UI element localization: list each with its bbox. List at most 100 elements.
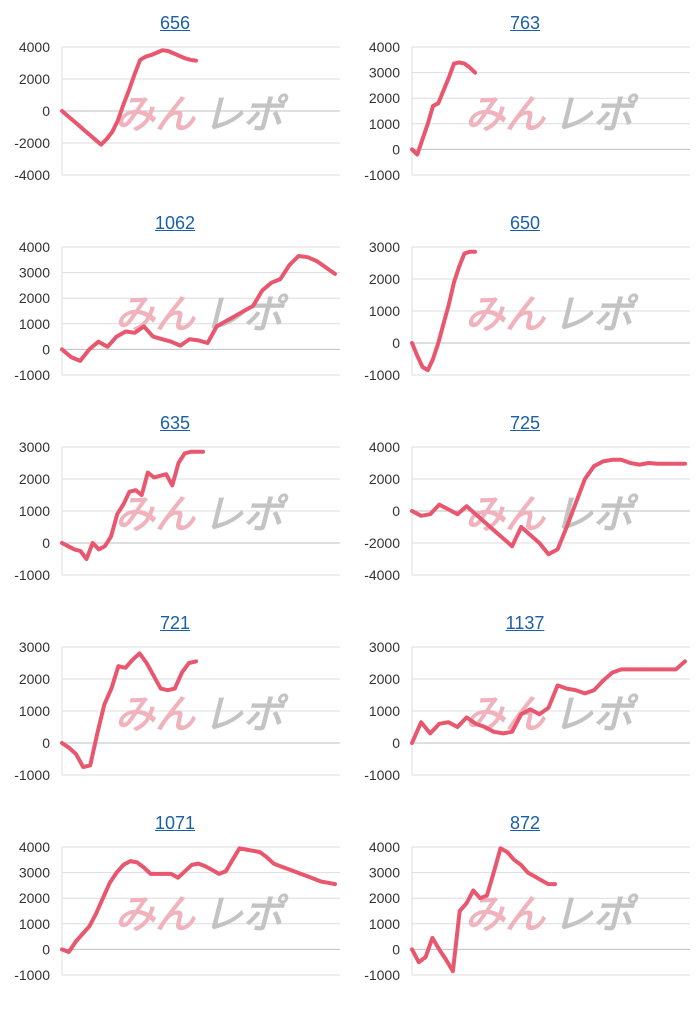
data-point: [674, 667, 678, 671]
y-tick-label: -1000: [364, 967, 400, 983]
data-point: [60, 347, 64, 351]
data-point: [187, 661, 191, 665]
data-point: [152, 674, 156, 678]
data-point: [592, 464, 596, 468]
line-chart: -4000 -2000 0 2000 4000 みん レポ: [14, 39, 340, 183]
data-point: [319, 880, 323, 884]
y-tick-label: 2000: [369, 90, 400, 106]
data-point: [553, 882, 557, 886]
chart-panel: 650 -1000 0 1000 2000 3000 みん レポ: [350, 210, 700, 410]
data-point: [159, 687, 163, 691]
chart-title-link[interactable]: 650: [509, 213, 541, 233]
data-point: [455, 512, 460, 516]
data-point: [478, 896, 482, 900]
data-point: [410, 947, 414, 951]
data-point: [519, 712, 523, 716]
y-tick-label: -2000: [364, 535, 400, 551]
data-point: [473, 250, 477, 254]
chart-panel: 763 -1000 0 1000 2000 3000 4000 みん レポ: [350, 10, 700, 210]
data-point: [419, 514, 423, 518]
chart-title-link[interactable]: 763: [509, 13, 541, 33]
data-point: [410, 147, 414, 151]
data-point: [77, 123, 81, 127]
data-point: [140, 493, 144, 497]
data-point: [133, 331, 137, 335]
chart-title-link[interactable]: 1071: [154, 813, 196, 833]
data-point: [446, 720, 450, 724]
data-point: [647, 667, 651, 671]
y-tick-label: 3000: [369, 865, 400, 881]
data-point: [95, 731, 99, 735]
data-point: [574, 501, 578, 505]
chart-title-link[interactable]: 656: [159, 13, 191, 33]
data-point: [96, 340, 100, 344]
data-point: [127, 490, 131, 494]
y-tick-label: 2000: [19, 290, 50, 306]
data-point: [285, 867, 289, 871]
y-tick-label: 2000: [19, 671, 50, 687]
data-point: [457, 60, 461, 64]
chart-title-link[interactable]: 1137: [505, 613, 545, 633]
chart-title-link[interactable]: 872: [509, 813, 541, 833]
data-point: [444, 958, 448, 962]
data-point: [424, 955, 428, 959]
data-point: [67, 950, 71, 954]
data-point: [510, 544, 514, 548]
watermark-logo: みん レポ: [115, 93, 289, 137]
data-point: [194, 59, 198, 63]
data-point: [135, 860, 139, 864]
y-tick-label: -1000: [14, 967, 50, 983]
chart-title-link[interactable]: 721: [159, 613, 191, 633]
data-point: [102, 703, 106, 707]
y-tick-label: 1000: [369, 703, 400, 719]
data-point: [468, 65, 472, 70]
data-point: [431, 104, 435, 108]
chart-title-link[interactable]: 1062: [154, 213, 196, 233]
data-point: [60, 741, 64, 745]
data-point: [492, 871, 496, 875]
data-point: [155, 51, 159, 55]
y-tick-label: 1000: [19, 503, 50, 519]
data-point: [492, 730, 496, 734]
data-point: [556, 547, 560, 551]
data-point: [417, 960, 421, 964]
data-point: [441, 88, 446, 93]
data-point: [146, 471, 150, 475]
chart-title-link[interactable]: 725: [509, 413, 541, 433]
data-point: [123, 666, 128, 670]
data-point: [71, 119, 75, 123]
watermark-logo: みん レポ: [465, 93, 639, 137]
data-point: [164, 472, 168, 476]
y-tick-label: 1000: [19, 916, 50, 932]
data-point: [306, 874, 310, 878]
watermark-logo: みん レポ: [465, 693, 639, 737]
data-point: [537, 712, 541, 716]
data-point: [528, 707, 532, 711]
y-tick-label: 0: [42, 103, 50, 119]
data-point: [546, 552, 551, 556]
data-point: [190, 863, 194, 867]
data-point: [87, 347, 91, 351]
data-point: [556, 683, 560, 687]
y-tick-label: 0: [392, 503, 400, 519]
y-tick-label: 1000: [369, 916, 400, 932]
data-point: [109, 535, 113, 539]
data-point: [292, 869, 296, 873]
data-point: [258, 850, 262, 854]
y-tick-label: 0: [42, 535, 50, 551]
chart-title-link[interactable]: 635: [159, 413, 191, 433]
data-point: [145, 661, 149, 665]
data-point: [471, 888, 475, 893]
data-point: [66, 544, 70, 548]
data-point: [610, 458, 614, 462]
data-point: [103, 544, 107, 548]
line-chart: -1000 0 1000 2000 3000 4000 みん レポ: [364, 839, 690, 983]
data-point: [272, 862, 276, 866]
watermark-logo: みん レポ: [115, 493, 289, 537]
data-point: [242, 309, 246, 313]
line-chart: -1000 0 1000 2000 3000 みん レポ: [14, 639, 340, 783]
y-tick-label: -1000: [364, 167, 400, 183]
y-tick-label: 1000: [19, 703, 50, 719]
data-point: [217, 872, 221, 876]
data-point: [166, 49, 170, 53]
